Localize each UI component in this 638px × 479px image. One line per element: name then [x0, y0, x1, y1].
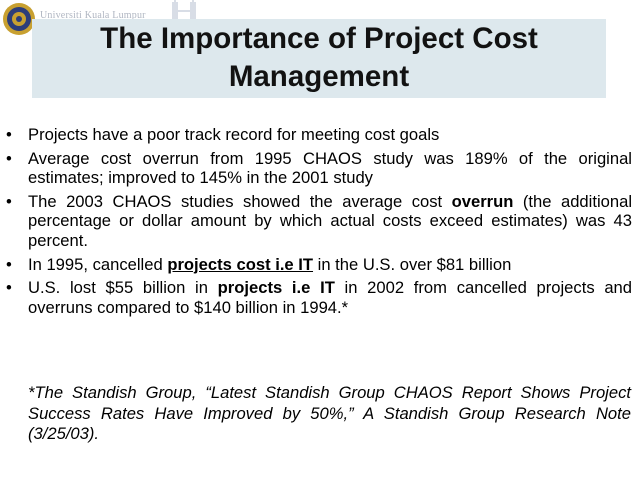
slide-title-line-2: Management	[228, 60, 410, 93]
emphasis-projects: projects i.e IT	[217, 278, 335, 298]
slide-title-line-1: The Importance of Project Cost	[100, 22, 538, 55]
emphasis-overrun: overrun	[451, 191, 514, 211]
twin-towers-icon	[172, 0, 196, 22]
bullet-list: Projects have a poor track record for me…	[6, 125, 632, 321]
bullet-item: Projects have a poor track record for me…	[6, 125, 632, 145]
bullet-item: U.S. lost $55 billion in projects i.e IT…	[6, 278, 632, 317]
bullet-item: The 2003 CHAOS studies showed the averag…	[6, 192, 632, 251]
emphasis-projects-cost: projects cost i.e IT	[167, 254, 314, 274]
footnote: *The Standish Group, “Latest Standish Gr…	[28, 383, 631, 443]
bullet-item: In 1995, cancelled projects cost i.e IT …	[6, 255, 632, 275]
bullet-item: Average cost overrun from 1995 CHAOS stu…	[6, 149, 632, 188]
university-crest-icon	[3, 3, 35, 35]
university-name: Universiti Kuala Lumpur	[40, 10, 146, 21]
slide-title: The Importance of Project Cost Managemen…	[32, 20, 606, 96]
title-band	[32, 19, 606, 98]
